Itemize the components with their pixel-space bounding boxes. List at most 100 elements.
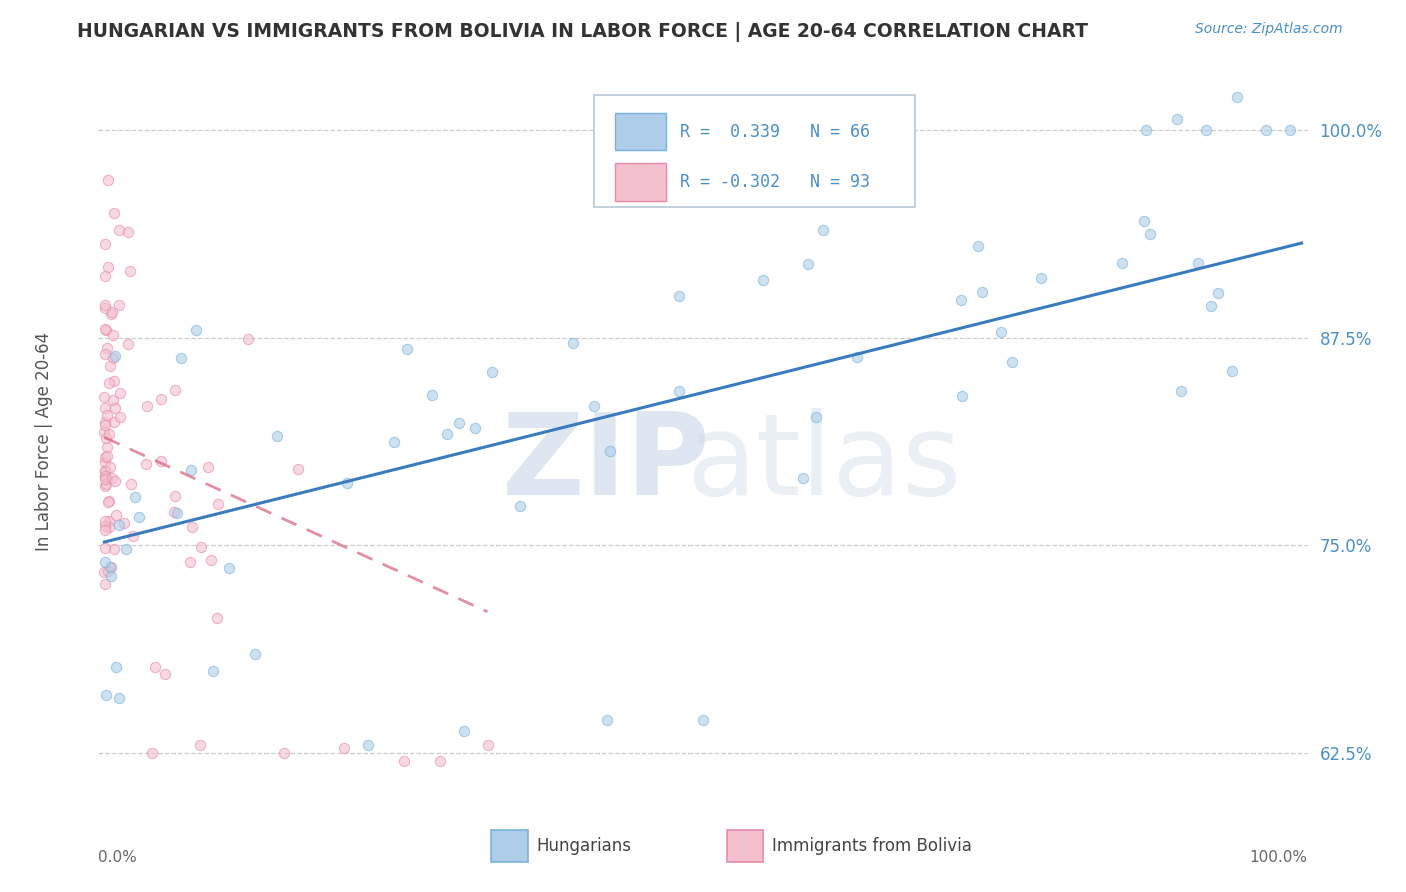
Point (1254, 123, 1277, 137)
Point (1133, 214, 1156, 228)
Point (97, 564, 120, 578)
Point (104, 349, 127, 363)
Point (96, 472, 118, 486)
Point (104, 401, 127, 416)
Point (599, 443, 621, 458)
Point (336, 475, 359, 490)
Point (197, 460, 219, 475)
Point (93, 346, 115, 360)
Point (108, 386, 131, 401)
Point (696, 176, 718, 190)
Point (967, 239, 990, 253)
Point (1206, 286, 1229, 301)
Point (846, 350, 869, 364)
Point (170, 351, 193, 365)
Point (97, 494, 120, 508)
Point (94, 415, 117, 429)
Point (107, 223, 129, 237)
Point (100, 568, 122, 582)
FancyBboxPatch shape (614, 112, 665, 151)
Point (135, 457, 157, 471)
Point (804, 410, 827, 425)
Point (436, 426, 458, 441)
Point (207, 611, 229, 625)
Point (792, 470, 814, 484)
Point (1031, 271, 1053, 285)
Point (96, 408, 118, 422)
Point (952, 389, 974, 403)
Point (596, 713, 619, 727)
Point (188, 738, 211, 752)
Point (93, 555, 115, 569)
Point (990, 325, 1012, 339)
Point (453, 724, 475, 739)
Text: HUNGARIAN VS IMMIGRANTS FROM BOLIVIA IN LABOR FORCE | AGE 20-64 CORRELATION CHAR: HUNGARIAN VS IMMIGRANTS FROM BOLIVIA IN … (77, 22, 1088, 42)
Point (121, 529, 143, 543)
Point (93, 298, 115, 312)
Point (180, 463, 202, 477)
Point (357, 738, 380, 752)
Point (668, 384, 690, 399)
Point (120, 263, 142, 277)
Text: ZIP: ZIP (502, 408, 710, 519)
Point (166, 506, 188, 520)
Point (1201, 299, 1223, 313)
Point (93, 472, 115, 486)
Text: 100.0%: 100.0% (1250, 850, 1308, 864)
Point (101, 351, 124, 366)
Point (93, 523, 115, 537)
Point (149, 454, 172, 468)
Point (120, 477, 142, 491)
Point (93, 455, 115, 469)
Point (100, 460, 122, 475)
Point (752, 272, 775, 286)
Point (94, 321, 117, 335)
Point (93, 577, 115, 591)
Point (583, 399, 606, 413)
Point (107, 298, 129, 312)
Point (98, 514, 121, 528)
Point (477, 738, 499, 752)
Point (238, 332, 260, 346)
Point (93, 463, 115, 477)
Point (950, 293, 973, 307)
Text: R =  0.339   N = 66: R = 0.339 N = 66 (681, 122, 870, 141)
Point (218, 560, 240, 574)
Point (96, 450, 118, 464)
Point (141, 746, 163, 760)
Point (143, 659, 166, 673)
Point (108, 691, 131, 706)
Text: Source: ZipAtlas.com: Source: ZipAtlas.com (1195, 22, 1343, 37)
Point (668, 289, 690, 303)
FancyBboxPatch shape (595, 95, 915, 207)
Point (94, 519, 117, 533)
Text: R = -0.302   N = 93: R = -0.302 N = 93 (681, 173, 870, 191)
Point (98, 560, 121, 574)
Point (972, 285, 994, 300)
Point (108, 410, 131, 425)
Point (103, 374, 125, 388)
Point (811, 223, 834, 237)
Point (104, 660, 127, 674)
Point (96, 477, 118, 491)
Point (1166, 112, 1188, 126)
Point (94, 431, 117, 445)
Point (1195, 123, 1218, 137)
Point (94, 688, 117, 702)
Point (112, 516, 135, 530)
Point (190, 540, 212, 554)
Point (273, 746, 295, 760)
Point (93, 541, 115, 555)
Point (96, 441, 118, 455)
Point (103, 206, 125, 220)
Point (93, 417, 115, 432)
Point (181, 520, 204, 534)
Point (103, 415, 125, 429)
FancyBboxPatch shape (727, 830, 763, 862)
Point (94, 301, 117, 315)
Point (97, 260, 120, 274)
Point (382, 434, 405, 449)
Point (447, 416, 470, 430)
Point (1187, 256, 1209, 270)
Point (1135, 123, 1157, 137)
